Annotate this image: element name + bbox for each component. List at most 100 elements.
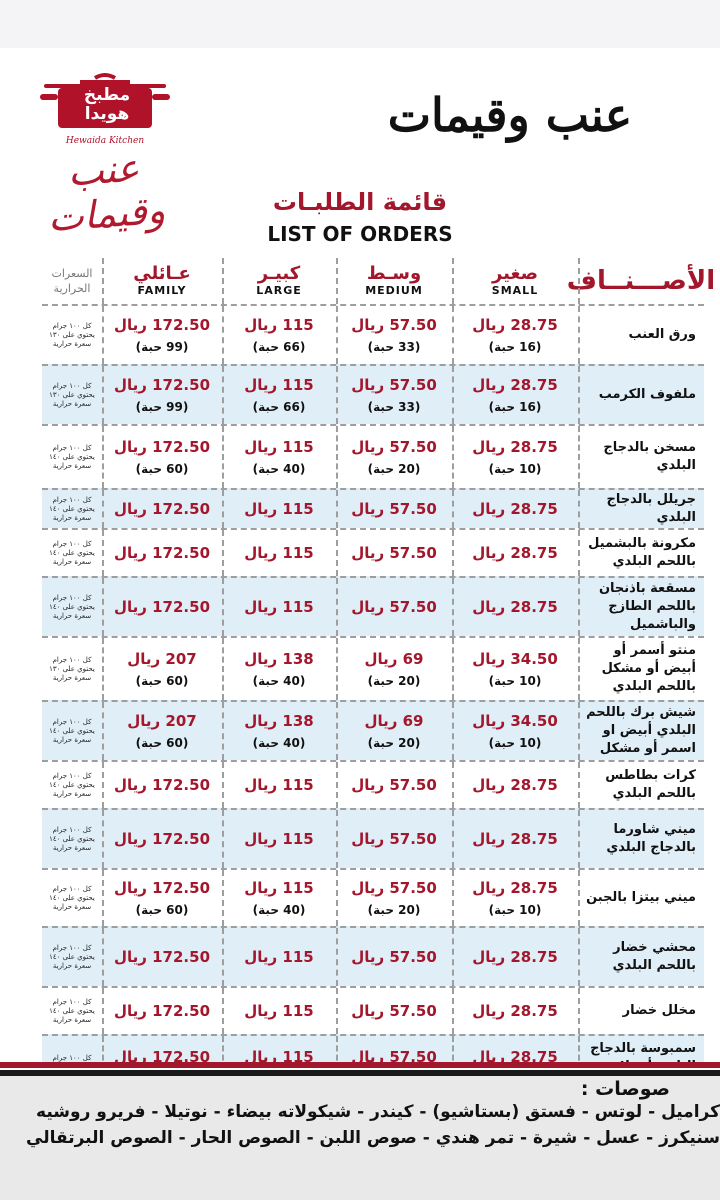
large-price-cell: 115 ريال xyxy=(222,762,336,808)
column-divider xyxy=(452,530,454,576)
column-divider xyxy=(452,426,454,488)
small-price: 28.75 ريال xyxy=(472,1002,558,1020)
sauces-title: صوصات : xyxy=(580,1078,670,1100)
medium-price-cell: 57.50 ريال (33 حبة) xyxy=(336,366,452,424)
column-divider xyxy=(102,490,104,528)
large-price: 115 ريال xyxy=(244,376,314,394)
small-price-cell: 34.50 ريال (10 حبة) xyxy=(452,702,578,760)
item-name-cell: منتو أسمر أو أبيض أو مشكل باللحم البلدي xyxy=(578,638,704,700)
small-header-ar: صغير xyxy=(491,263,539,284)
column-divider xyxy=(102,258,104,304)
calories-note: يحتوي على ١٤٠ xyxy=(49,548,95,557)
medium-price-cell: 57.50 ريال xyxy=(336,928,452,986)
column-divider xyxy=(222,426,224,488)
large-price: 115 ريال xyxy=(244,830,314,848)
medium-price: 57.50 ريال xyxy=(351,544,437,562)
family-price: 172.50 ريال xyxy=(113,598,211,616)
large-price-cell: 138 ريال (40 حبة) xyxy=(222,702,336,760)
family-price: 172.50 ريال xyxy=(113,544,211,562)
small-price: 34.50 ريال xyxy=(472,712,558,730)
medium-price: 57.50 ريال xyxy=(351,376,437,394)
item-name-cell: ميني بيتزا بالجبن xyxy=(578,870,704,926)
large-price-cell: 115 ريال (40 حبة) xyxy=(222,870,336,926)
family-price-cell: 172.50 ريال (60 حبة) xyxy=(102,426,222,488)
calories-note: سعرة حرارية xyxy=(52,735,92,744)
column-divider xyxy=(336,366,338,424)
medium-price: 69 ريال xyxy=(364,650,424,668)
large-price-cell: 115 ريال xyxy=(222,578,336,636)
column-divider xyxy=(222,762,224,808)
item-name: مسقعة باذنجان باللحم الطازج والباشميل xyxy=(598,581,696,632)
family-price-cell: 172.50 ريال (99 حبة) xyxy=(102,306,222,364)
column-divider xyxy=(222,638,224,700)
calories-note: كل ١٠٠ جرام xyxy=(52,495,92,504)
column-divider xyxy=(578,426,580,488)
logo-subtitle: Hewaida Kitchen xyxy=(65,136,145,146)
family-header-ar: عـائلي xyxy=(133,263,191,284)
column-divider xyxy=(102,810,104,868)
medium-count: (20 حبة) xyxy=(367,736,421,750)
item-name-cell: ورق العنب xyxy=(578,306,704,364)
list-title-ar: قائمة الطلبـات xyxy=(272,188,448,216)
calories-note: سعرة حرارية xyxy=(52,611,92,620)
item-name-cell: مسقعة باذنجان باللحم الطازج والباشميل xyxy=(578,578,704,636)
calories-note: يحتوي على ١٤٠ xyxy=(49,780,95,789)
column-divider xyxy=(578,530,580,576)
family-header: عـائلي FAMILY xyxy=(102,258,222,304)
item-name-cell: كرات بطاطس باللحم البلدي xyxy=(578,762,704,808)
medium-price: 57.50 ريال xyxy=(351,500,437,518)
item-name: ميني بيتزا بالجبن xyxy=(586,890,696,905)
small-price-cell: 28.75 ريال xyxy=(452,762,578,808)
large-price: 138 ريال xyxy=(244,650,314,668)
medium-count: (33 حبة) xyxy=(367,340,421,354)
calories-note: كل ١٠٠ جرام xyxy=(52,771,92,780)
small-price: 28.75 ريال xyxy=(472,438,558,456)
column-divider xyxy=(452,638,454,700)
family-price: 172.50 ريال xyxy=(113,1002,211,1020)
column-divider xyxy=(336,258,338,304)
column-divider xyxy=(578,306,580,364)
column-divider xyxy=(222,306,224,364)
medium-price-cell: 69 ريال (20 حبة) xyxy=(336,638,452,700)
family-count: (99 حبة) xyxy=(135,400,189,414)
family-count: (60 حبة) xyxy=(135,462,189,476)
column-divider xyxy=(578,762,580,808)
family-price: 172.50 ريال xyxy=(113,438,211,456)
medium-price: 57.50 ريال xyxy=(351,1048,437,1066)
large-count: (66 حبة) xyxy=(252,400,306,414)
large-count: (66 حبة) xyxy=(252,340,306,354)
medium-price-cell: 57.50 ريال xyxy=(336,762,452,808)
large-price: 115 ريال xyxy=(244,438,314,456)
medium-price-cell: 57.50 ريال (33 حبة) xyxy=(336,306,452,364)
medium-price-cell: 57.50 ريال xyxy=(336,530,452,576)
large-price: 115 ريال xyxy=(244,500,314,518)
calories-note: كل ١٠٠ جرام xyxy=(52,825,92,834)
column-divider xyxy=(336,988,338,1034)
calories-note: يحتوي على ١٤٠ xyxy=(49,1006,95,1015)
calories-note: كل ١٠٠ جرام xyxy=(52,655,92,664)
large-price: 138 ريال xyxy=(244,712,314,730)
script-title: عنب وقيمات xyxy=(46,145,167,240)
price-table: السعرات الحرارية عـائلي FAMILY كبيـر LAR… xyxy=(42,258,715,1098)
calories-header-line2: الحرارية xyxy=(53,282,91,295)
family-price-cell: 172.50 ريال xyxy=(102,490,222,528)
medium-price-cell: 57.50 ريال xyxy=(336,578,452,636)
column-divider xyxy=(222,870,224,926)
medium-price: 57.50 ريال xyxy=(351,438,437,456)
large-price-cell: 138 ريال (40 حبة) xyxy=(222,638,336,700)
small-price: 28.75 ريال xyxy=(472,1048,558,1066)
column-divider xyxy=(452,870,454,926)
item-name: مسخن بالدجاج البلدي xyxy=(603,440,696,473)
calories-note: كل ١٠٠ جرام xyxy=(52,1053,92,1062)
column-divider xyxy=(336,490,338,528)
family-price-cell: 172.50 ريال xyxy=(102,810,222,868)
column-divider xyxy=(578,258,580,304)
